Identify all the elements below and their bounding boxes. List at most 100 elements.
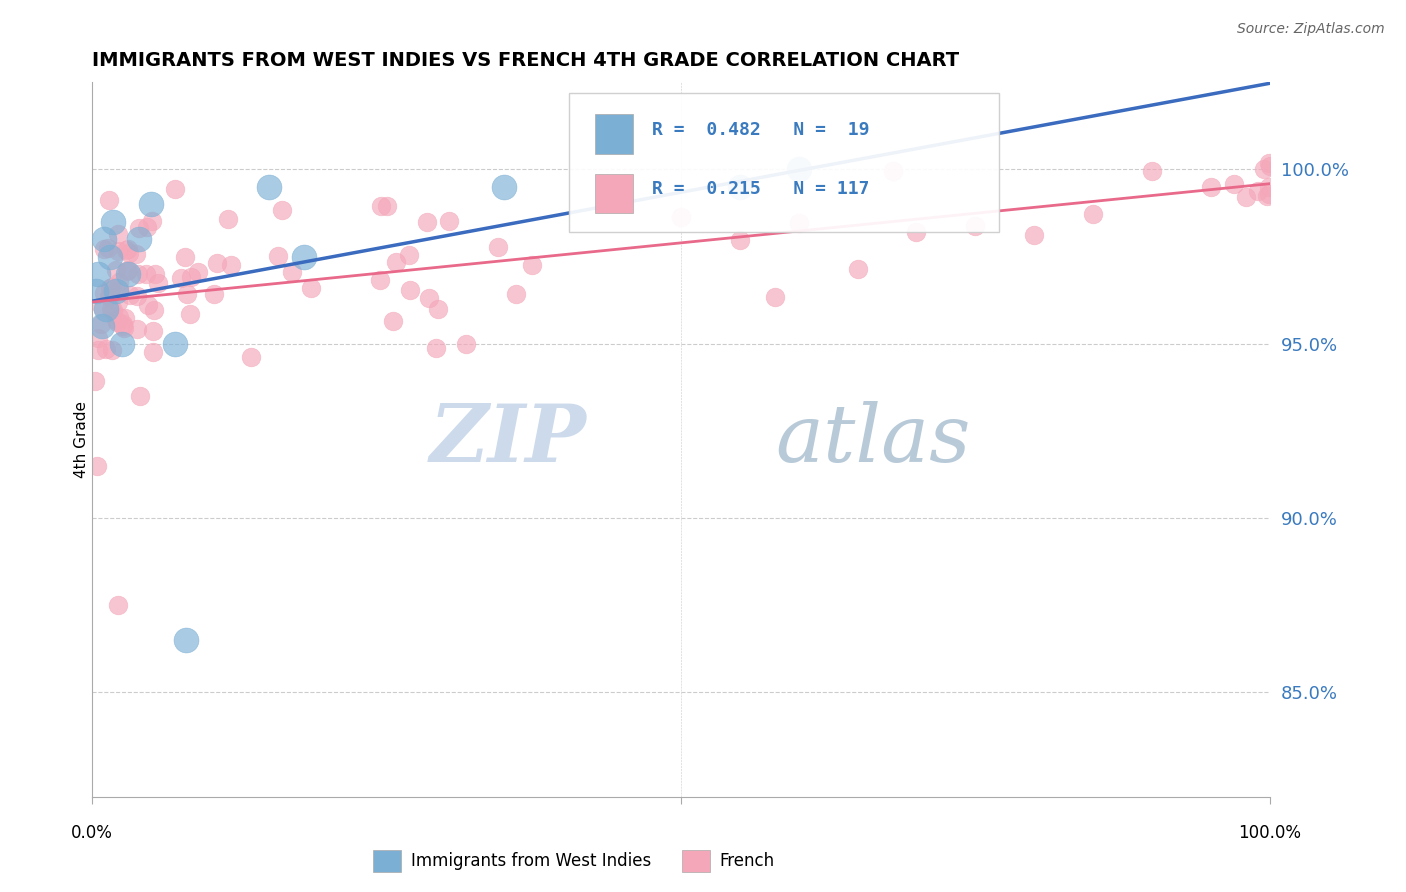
Point <box>138 298 160 312</box>
Point <box>1081 206 1104 220</box>
Point <box>176 287 198 301</box>
Bar <box>373 850 401 872</box>
Point <box>146 276 169 290</box>
Point <box>87 267 110 281</box>
Point <box>125 289 148 303</box>
Point <box>505 286 527 301</box>
Point <box>292 250 315 264</box>
Point <box>610 188 633 202</box>
Point <box>107 227 129 241</box>
Point <box>1258 187 1281 202</box>
Point <box>107 598 129 612</box>
Point <box>219 259 242 273</box>
Point <box>418 291 440 305</box>
Point <box>299 281 322 295</box>
Point <box>187 265 209 279</box>
Point <box>135 220 157 235</box>
Point <box>143 267 166 281</box>
Point <box>1247 184 1270 198</box>
Point <box>176 632 198 647</box>
Point <box>267 249 290 263</box>
Point <box>112 319 135 334</box>
Point <box>142 303 165 318</box>
Point <box>882 164 904 178</box>
Point <box>728 179 751 194</box>
Text: R =  0.215   N = 117: R = 0.215 N = 117 <box>651 180 869 199</box>
Point <box>108 275 131 289</box>
Point <box>90 319 112 334</box>
Point <box>139 197 162 211</box>
Point <box>1257 179 1279 194</box>
Point <box>97 194 120 208</box>
Text: Immigrants from West Indies: Immigrants from West Indies <box>411 852 651 871</box>
Point <box>281 265 304 279</box>
Point <box>905 225 928 239</box>
Point <box>170 270 193 285</box>
Bar <box>682 850 710 872</box>
Text: R =  0.482   N =  19: R = 0.482 N = 19 <box>651 121 869 139</box>
Point <box>104 263 127 277</box>
Point <box>174 250 197 264</box>
Point <box>202 287 225 301</box>
Point <box>965 219 987 233</box>
Point <box>118 245 141 260</box>
Text: IMMIGRANTS FROM WEST INDIES VS FRENCH 4TH GRADE CORRELATION CHART: IMMIGRANTS FROM WEST INDIES VS FRENCH 4T… <box>93 51 959 70</box>
Text: atlas: atlas <box>775 401 970 478</box>
Point <box>84 374 107 388</box>
Point <box>179 270 201 285</box>
Point <box>114 243 136 257</box>
Point <box>104 285 127 299</box>
Y-axis label: 4th Grade: 4th Grade <box>73 401 89 478</box>
Point <box>141 324 163 338</box>
FancyBboxPatch shape <box>595 114 633 153</box>
Point <box>787 162 810 177</box>
Point <box>87 331 110 345</box>
Point <box>86 458 108 473</box>
Point <box>112 321 135 335</box>
Point <box>93 242 115 256</box>
Point <box>117 267 139 281</box>
Point <box>128 232 150 246</box>
Point <box>127 267 149 281</box>
Point <box>494 179 516 194</box>
Point <box>103 215 125 229</box>
Point <box>87 343 110 358</box>
FancyBboxPatch shape <box>595 174 633 213</box>
Point <box>163 336 186 351</box>
Point <box>398 247 420 261</box>
FancyBboxPatch shape <box>569 93 998 232</box>
Point <box>375 199 398 213</box>
Point <box>125 246 148 260</box>
Point <box>117 263 139 277</box>
Point <box>846 261 869 276</box>
Point <box>98 281 121 295</box>
Point <box>763 290 786 304</box>
Point <box>128 221 150 235</box>
Point <box>271 202 294 217</box>
Point <box>1199 180 1222 194</box>
Point <box>110 336 132 351</box>
Point <box>1223 177 1246 191</box>
Point <box>101 343 124 357</box>
Point <box>1140 164 1163 178</box>
Point <box>486 240 509 254</box>
Point <box>107 295 129 310</box>
Point <box>107 315 129 329</box>
Point <box>98 288 121 302</box>
Point <box>669 210 692 224</box>
Point <box>100 302 122 317</box>
Point <box>114 310 136 325</box>
Point <box>1256 189 1278 203</box>
Point <box>142 344 165 359</box>
Point <box>98 250 121 264</box>
Point <box>522 258 544 272</box>
Point <box>1234 189 1257 203</box>
Point <box>112 317 135 331</box>
Point <box>368 273 391 287</box>
Point <box>416 215 439 229</box>
Point <box>425 342 447 356</box>
Point <box>103 303 125 318</box>
Point <box>217 211 239 226</box>
Point <box>257 179 280 194</box>
Point <box>787 216 810 230</box>
